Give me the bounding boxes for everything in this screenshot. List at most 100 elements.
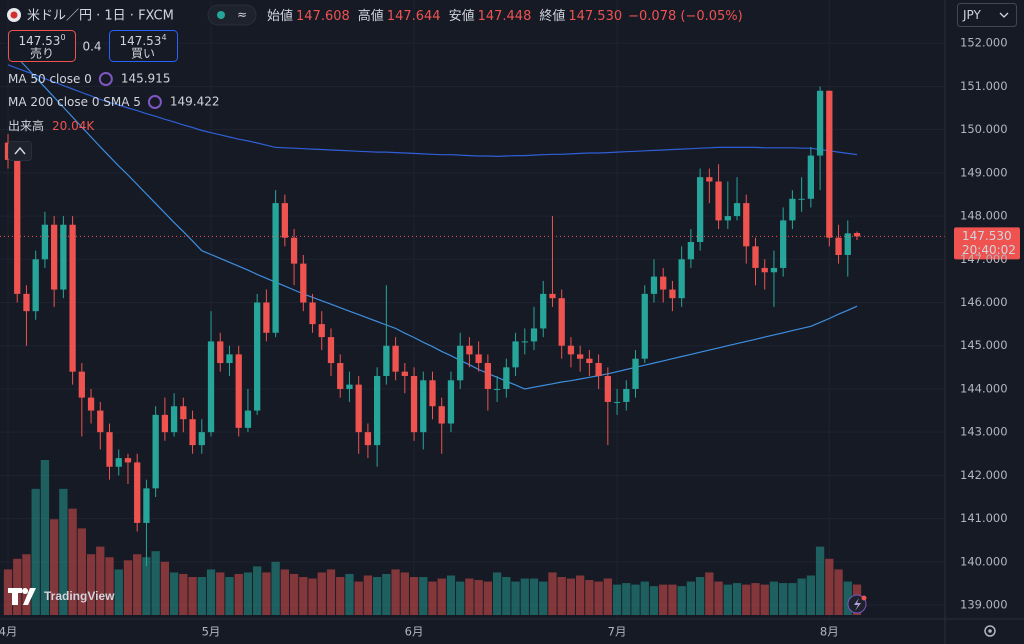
volume-bar (354, 581, 363, 615)
volume-bar (326, 569, 336, 615)
candle-body (733, 203, 741, 217)
candle-body (373, 375, 381, 446)
candle-body (586, 358, 593, 364)
buy-price-text: 147.534 (119, 33, 166, 48)
volume-bar (456, 581, 465, 615)
volume-bar (825, 558, 834, 615)
candle-body (724, 216, 731, 221)
trade-buttons: 147.530 売り 0.4 147.534 買い (8, 30, 178, 62)
visibility-toggle[interactable] (207, 4, 257, 26)
symbol-title[interactable]: 米ドル／円 · 1日 · FXCM (27, 9, 174, 24)
candle-body (743, 203, 750, 247)
volume-bar (742, 584, 751, 615)
volume-bar (649, 586, 659, 615)
ma-line (7, 47, 858, 390)
candle-body (549, 293, 556, 299)
toggle-dot (217, 11, 225, 19)
candle-body (180, 406, 187, 420)
volume-bar (834, 569, 843, 615)
candle-body (780, 220, 787, 268)
volume-bar (96, 546, 105, 615)
y-tick-label: 143.000 (960, 425, 1008, 439)
volume-bar (760, 584, 769, 615)
candle-body (272, 203, 279, 333)
candle-body (189, 419, 196, 446)
currency-button[interactable] (957, 3, 1017, 27)
volume-bar (59, 488, 68, 615)
candle-body (696, 177, 704, 243)
candle-body (798, 198, 805, 200)
y-tick-label: 152.000 (960, 36, 1008, 50)
volume-bar (345, 573, 354, 615)
candle-body (337, 363, 344, 389)
candle-body (235, 354, 242, 428)
volume-bar (502, 577, 511, 615)
candle-body (844, 233, 851, 255)
volume-bar (280, 569, 290, 615)
volume-bar (68, 508, 77, 615)
legend-entry: MA 200 close 0 SMA 5 (8, 95, 141, 109)
candle-body (789, 198, 796, 221)
volume-bar (465, 578, 474, 615)
volume-bar (31, 488, 40, 615)
settings-dot (988, 629, 992, 633)
legend-name: MA 50 close 0 (8, 72, 92, 86)
candle-body (650, 276, 658, 294)
volume-bar (188, 577, 197, 615)
last-price-tag (954, 227, 1020, 260)
volume-bar (723, 584, 732, 615)
candle-body (761, 267, 768, 273)
candle-body (198, 432, 205, 446)
buy-pip: 4 (161, 33, 166, 42)
ohlc-values: 始値 147.608 高値 147.644 安値 147.448 終値 147.530 −0.0… (267, 8, 743, 24)
volume-bar (86, 554, 96, 615)
volume-name: 出来高 (8, 118, 44, 133)
volume-bar (714, 581, 723, 615)
candle-body (410, 375, 418, 433)
last-price-label: 147.530 (962, 229, 1012, 243)
volume-bar (151, 551, 160, 615)
volume-bar (686, 581, 696, 615)
candle-body (540, 293, 547, 329)
volume-bar (705, 572, 714, 615)
volume-bar (815, 546, 825, 615)
alert-dot (861, 595, 867, 601)
candle-body (318, 324, 325, 338)
candle-body (660, 276, 667, 290)
volume-bar (391, 569, 400, 615)
legend-entry: MA 50 close 0 (8, 72, 92, 86)
volume-bar (77, 528, 86, 615)
candle-body (641, 293, 648, 359)
volume-bar (179, 573, 188, 615)
candle-body (420, 380, 427, 433)
candle-body (447, 380, 455, 424)
candle-body (281, 203, 288, 238)
volume-bar (206, 569, 216, 615)
ohlc-value: 147.608 (296, 9, 350, 24)
candle-body (41, 224, 49, 260)
volume-bar (779, 583, 788, 615)
candle-body (429, 380, 436, 407)
sell-button[interactable] (8, 30, 76, 62)
volume-bar (262, 572, 271, 615)
y-tick-label: 147.000 (960, 252, 1008, 266)
volume-bar (336, 577, 345, 615)
volume-bar (603, 578, 612, 615)
settings-button[interactable] (984, 625, 996, 637)
collapse-legend-button[interactable] (8, 141, 32, 161)
buy-button[interactable] (109, 30, 178, 62)
last-price-time: 20:40:02 (962, 243, 1016, 257)
ohlc-value: 147.530 (568, 9, 622, 24)
volume-bar (49, 519, 59, 615)
volume-bar (511, 581, 520, 615)
volume-bar (40, 460, 50, 615)
volume-bar (382, 573, 391, 615)
volume-bar (243, 572, 253, 615)
candle-body (32, 259, 39, 312)
volume-bar (114, 569, 123, 615)
candle-body (558, 298, 565, 346)
volume-bar (677, 586, 686, 615)
volume-bar (169, 572, 179, 615)
volume-bar (400, 572, 409, 615)
